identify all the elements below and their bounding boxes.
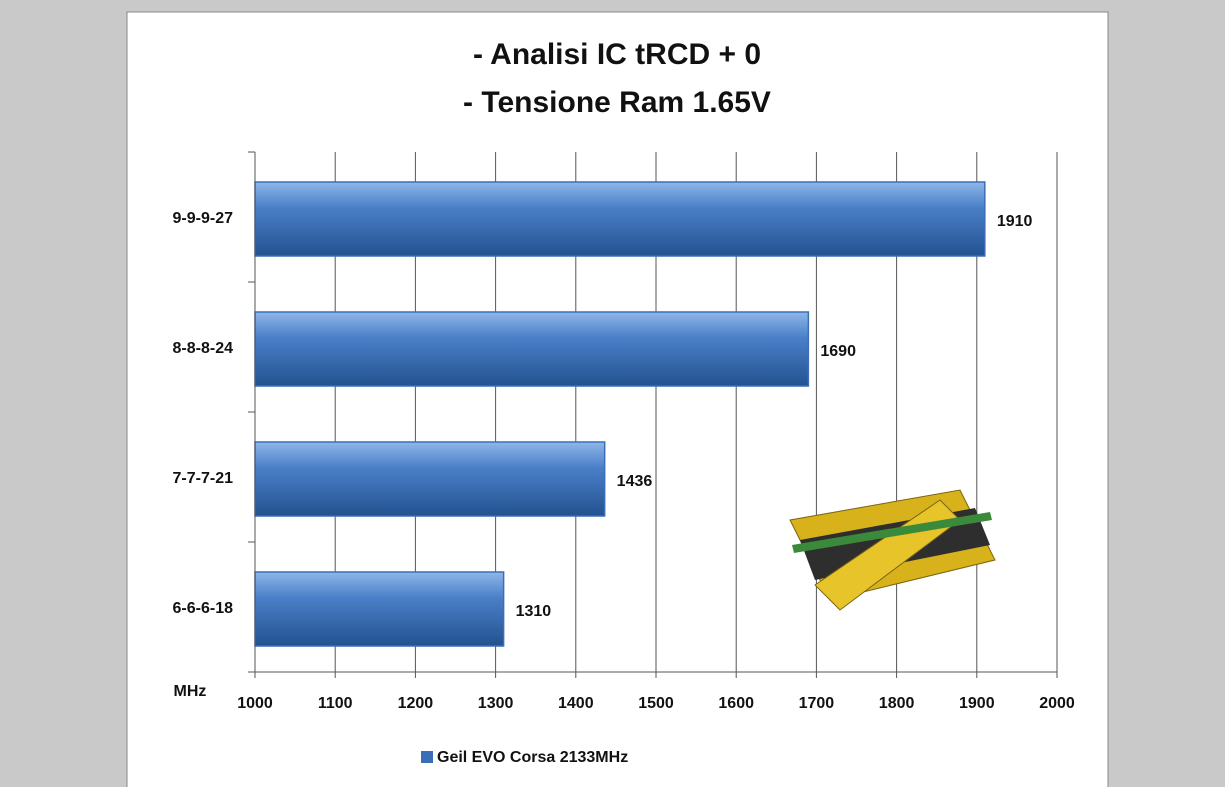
x-tick-label: 1400 xyxy=(558,695,594,712)
bar xyxy=(254,311,810,387)
x-tick-label: 1200 xyxy=(398,695,434,712)
data-label: 1690 xyxy=(820,343,856,360)
legend-swatch xyxy=(421,751,433,763)
x-tick-label: 1900 xyxy=(959,695,995,712)
x-tick-label: 1500 xyxy=(638,695,674,712)
chart-panel xyxy=(126,11,1109,787)
data-label: 1310 xyxy=(516,603,552,620)
bar xyxy=(254,571,505,647)
data-label: 1910 xyxy=(997,213,1033,230)
bar xyxy=(254,181,986,257)
x-tick-label: 1600 xyxy=(718,695,754,712)
bar xyxy=(254,441,606,517)
y-tick-label: 6-6-6-18 xyxy=(173,600,234,617)
x-axis-label: MHz xyxy=(174,683,207,700)
x-tick-label: 2000 xyxy=(1039,695,1075,712)
y-tick-label: 7-7-7-21 xyxy=(173,470,234,487)
legend-label: Geil EVO Corsa 2133MHz xyxy=(437,749,628,766)
x-tick-label: 1800 xyxy=(879,695,915,712)
x-tick-label: 1700 xyxy=(799,695,835,712)
data-label: 1436 xyxy=(617,473,653,490)
y-tick-label: 8-8-8-24 xyxy=(173,340,234,357)
chart-title: - Analisi IC tRCD + 0 xyxy=(473,38,761,71)
ram-picture xyxy=(789,489,996,611)
x-tick-label: 1000 xyxy=(237,695,273,712)
chart-title: - Tensione Ram 1.65V xyxy=(463,86,771,119)
x-tick-label: 1100 xyxy=(318,695,353,712)
x-tick-label: 1300 xyxy=(478,695,514,712)
y-tick-label: 9-9-9-27 xyxy=(173,210,234,227)
